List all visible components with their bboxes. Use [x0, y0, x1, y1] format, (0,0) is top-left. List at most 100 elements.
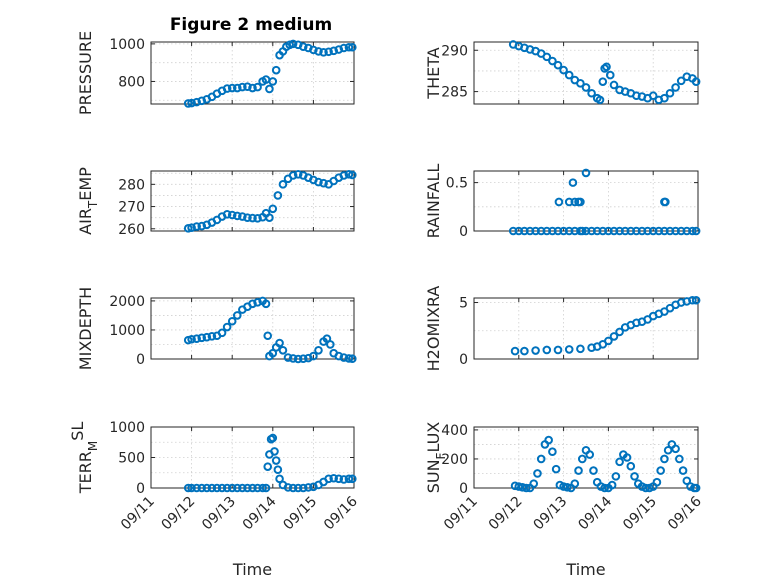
- data-point: [508, 226, 518, 236]
- y-tick-label: 1000: [109, 323, 145, 339]
- y-tick-label: 0: [136, 481, 145, 497]
- data-point: [344, 474, 354, 484]
- data-point: [243, 483, 252, 493]
- data-point: [187, 334, 196, 344]
- y-tick-label: 200: [441, 452, 468, 468]
- data-point: [273, 465, 283, 475]
- data-point: [288, 171, 298, 180]
- data-point: [222, 322, 232, 332]
- data-point: [271, 65, 281, 75]
- data-point: [660, 226, 669, 236]
- data-point: [192, 483, 201, 493]
- data-point: [293, 170, 303, 179]
- data-point: [222, 84, 232, 93]
- axes-frame: [150, 297, 355, 360]
- data-point: [576, 79, 585, 88]
- subplot-air-temp: 260 270 280 AIRTEMP: [76, 167, 357, 238]
- data-point: [293, 354, 303, 364]
- data-point: [339, 475, 349, 484]
- data-point: [227, 210, 237, 220]
- data-point: [207, 332, 217, 341]
- y-tick-label: 2000: [109, 294, 145, 310]
- x-tick-label: 09/16: [665, 493, 705, 533]
- data-point: [600, 483, 609, 493]
- data-point: [268, 433, 278, 443]
- data-point: [691, 77, 701, 86]
- data-point: [298, 42, 308, 51]
- data-point: [563, 482, 572, 492]
- data-point: [564, 345, 574, 354]
- data-point: [648, 91, 658, 101]
- data-point: [587, 88, 596, 98]
- data-point: [197, 483, 207, 493]
- data-point: [253, 82, 262, 92]
- data-point: [542, 52, 552, 62]
- data-point: [288, 483, 298, 493]
- data-point: [324, 474, 333, 484]
- data-point: [564, 70, 574, 80]
- data-point: [288, 354, 298, 363]
- data-point: [197, 96, 207, 106]
- x-tick-label: 09/14: [240, 493, 280, 533]
- data-point: [334, 474, 344, 484]
- data-point: [675, 454, 684, 464]
- data-point: [265, 84, 274, 94]
- data-point: [574, 466, 583, 475]
- data-point: [232, 83, 242, 93]
- data-point: [319, 48, 328, 57]
- data-point: [592, 226, 602, 236]
- data-point: [514, 482, 524, 491]
- subplot-mixdepth: 0 1000 2000 MIXDEPTH: [76, 287, 357, 370]
- data-point: [253, 483, 262, 493]
- data-point: [248, 83, 257, 93]
- data-point: [309, 351, 318, 361]
- data-point: [243, 82, 252, 92]
- data-point: [187, 98, 196, 108]
- figure-title: Figure 2 medium: [170, 15, 332, 35]
- data-point: [339, 353, 349, 362]
- axes-frame: [473, 170, 699, 232]
- data-point: [202, 332, 212, 342]
- y-tick-label: 500: [118, 451, 145, 467]
- y-tick-label: 5: [459, 296, 468, 312]
- data-point: [637, 226, 647, 236]
- data-point: [283, 483, 293, 492]
- data-point: [542, 345, 552, 355]
- data-point: [197, 333, 207, 343]
- data-point: [661, 197, 670, 207]
- x-tick-label: 09/12: [486, 494, 526, 534]
- y-tick-label: 0: [459, 481, 468, 497]
- data-point: [314, 345, 323, 355]
- data-point: [207, 483, 217, 493]
- data-point: [263, 462, 273, 471]
- data-point: [222, 210, 232, 219]
- data-point: [521, 483, 531, 493]
- y-axis-label: SUNFLUX: [424, 422, 448, 494]
- data-point: [275, 338, 284, 348]
- data-point: [298, 354, 308, 364]
- data-point: [339, 171, 349, 180]
- data-point: [691, 483, 701, 493]
- y-tick-label: 260: [118, 222, 145, 238]
- subplot-terr-msl: 0 500 1000 09/11 09/12 09/13 09/14 09/15 09/16 TE…: [68, 420, 361, 579]
- data-point: [656, 466, 665, 475]
- data-point: [548, 226, 557, 236]
- data-point: [660, 454, 669, 464]
- data-point: [531, 346, 540, 355]
- data-point: [548, 56, 557, 66]
- data-point: [344, 354, 354, 363]
- data-point: [548, 447, 557, 456]
- data-point: [187, 483, 196, 493]
- y-tick-label: 0.5: [446, 176, 468, 192]
- data-point: [585, 450, 595, 459]
- data-point: [309, 45, 318, 55]
- subplot-sun-flux: 0 200 400 09/11 09/12 09/13 09/14 09/15 09/16 SUN…: [424, 422, 705, 579]
- data-point: [525, 226, 535, 236]
- data-point: [595, 95, 605, 105]
- data-point: [261, 299, 271, 309]
- data-point: [261, 483, 271, 493]
- data-point: [248, 299, 257, 309]
- data-point: [187, 223, 196, 232]
- data-point: [212, 483, 222, 493]
